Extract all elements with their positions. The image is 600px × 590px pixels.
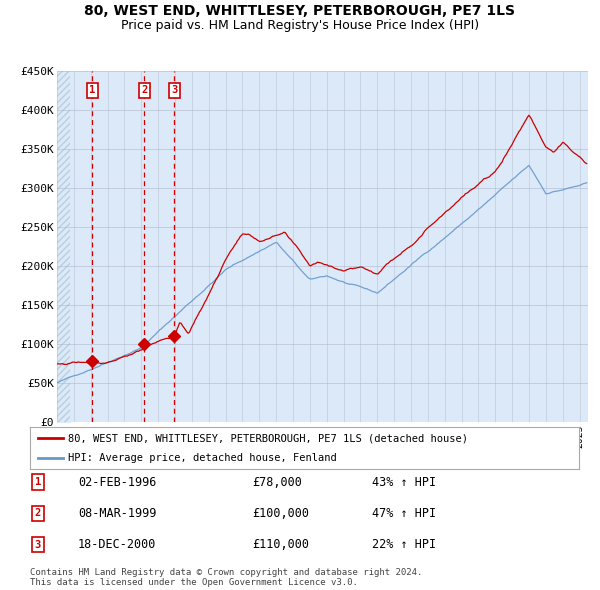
Text: 08-MAR-1999: 08-MAR-1999 [78, 507, 157, 520]
Text: 1: 1 [35, 477, 41, 487]
Text: 80, WEST END, WHITTLESEY, PETERBOROUGH, PE7 1LS (detached house): 80, WEST END, WHITTLESEY, PETERBOROUGH, … [68, 433, 469, 443]
Text: 80, WEST END, WHITTLESEY, PETERBOROUGH, PE7 1LS: 80, WEST END, WHITTLESEY, PETERBOROUGH, … [85, 4, 515, 18]
Text: 43% ↑ HPI: 43% ↑ HPI [372, 476, 436, 489]
Text: 2: 2 [142, 86, 148, 96]
Text: This data is licensed under the Open Government Licence v3.0.: This data is licensed under the Open Gov… [30, 578, 358, 587]
Text: 18-DEC-2000: 18-DEC-2000 [78, 538, 157, 551]
Text: £100,000: £100,000 [252, 507, 309, 520]
Text: £78,000: £78,000 [252, 476, 302, 489]
Text: 47% ↑ HPI: 47% ↑ HPI [372, 507, 436, 520]
Text: Price paid vs. HM Land Registry's House Price Index (HPI): Price paid vs. HM Land Registry's House … [121, 19, 479, 32]
Text: 2: 2 [35, 509, 41, 518]
Text: 3: 3 [171, 86, 178, 96]
Text: 22% ↑ HPI: 22% ↑ HPI [372, 538, 436, 551]
Text: HPI: Average price, detached house, Fenland: HPI: Average price, detached house, Fenl… [68, 453, 337, 463]
Text: 02-FEB-1996: 02-FEB-1996 [78, 476, 157, 489]
Text: Contains HM Land Registry data © Crown copyright and database right 2024.: Contains HM Land Registry data © Crown c… [30, 568, 422, 577]
Text: 3: 3 [35, 540, 41, 549]
Text: 1: 1 [89, 86, 95, 96]
Text: £110,000: £110,000 [252, 538, 309, 551]
